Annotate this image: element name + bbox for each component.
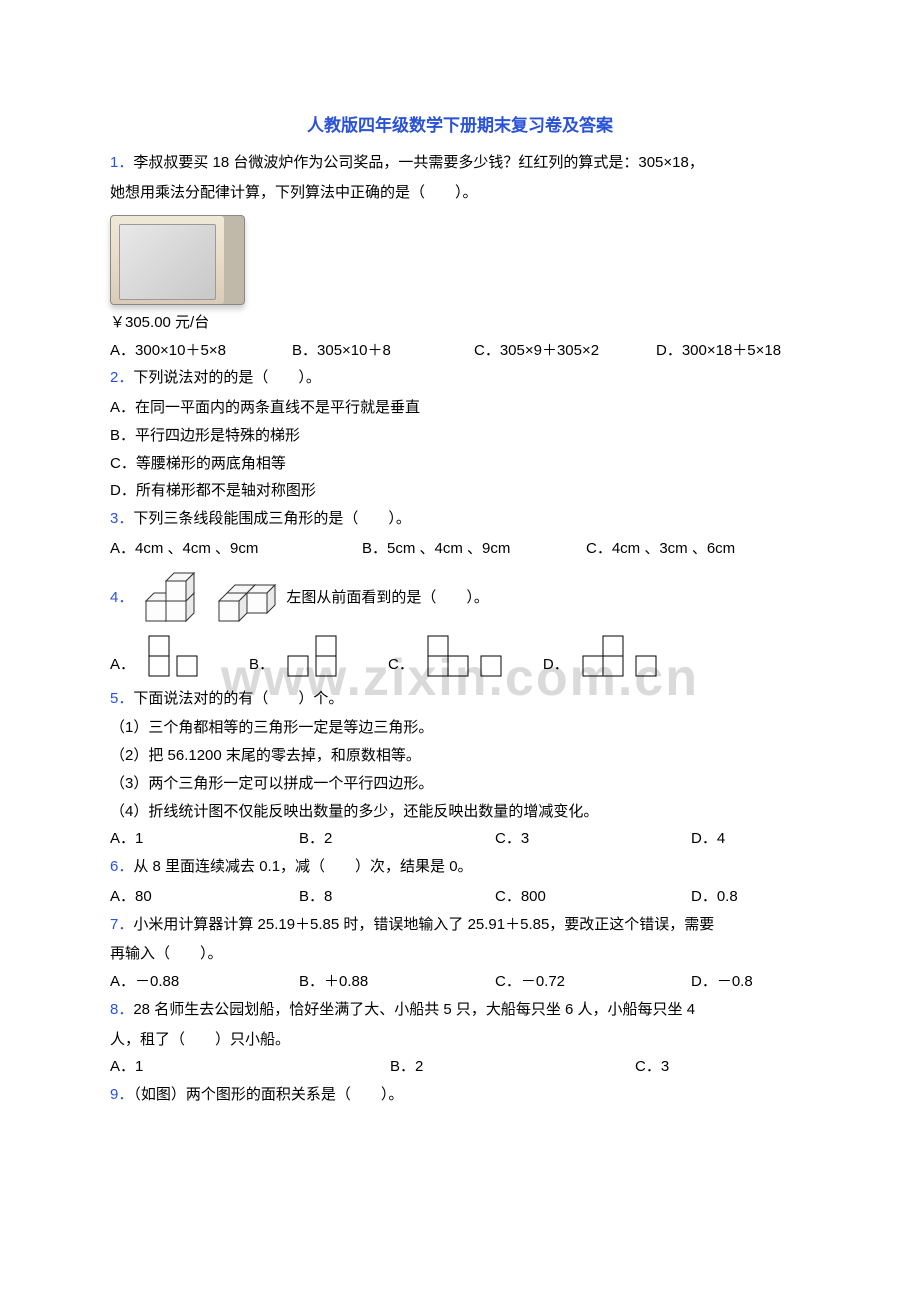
q4-shape-b (286, 634, 346, 679)
q2-choice-a: A．在同一平面内的两条直线不是平行就是垂直 (110, 394, 810, 422)
q2-text: 下列说法对的的是（ ）。 (133, 369, 321, 386)
question-3: 3．下列三条线段能围成三角形的是（ ）。 (110, 505, 810, 533)
q3-choice-a: A．4cm 、4cm 、9cm (110, 535, 362, 563)
q8-choice-a: A．1 (110, 1053, 390, 1081)
q7-choice-a: A．－0.88 (110, 968, 299, 996)
q9-num: 9． (110, 1086, 133, 1103)
q5-s1: （1）三个角都相等的三角形一定是等边三角形。 (110, 714, 810, 742)
q3-choice-b: B．5cm 、4cm 、9cm (362, 535, 586, 563)
q5-s4: （4）折线统计图不仅能反映出数量的多少，还能反映出数量的增减变化。 (110, 798, 810, 826)
q5-choice-d: D．4 (691, 825, 810, 853)
page-content: 人教版四年级数学下册期末复习卷及答案 1．李叔叔要买 18 台微波炉作为公司奖品… (110, 110, 810, 1109)
q7-choice-c: C．－0.72 (495, 968, 691, 996)
q5-text: 下面说法对的的有（ ）个。 (133, 690, 343, 707)
q8-text: 28 名师生去公园划船，恰好坐满了大、小船共 5 只，大船每只坐 6 人，小船每… (133, 1001, 695, 1018)
question-5: 5．下面说法对的的有（ ）个。 (110, 685, 810, 713)
q3-choice-c: C．4cm 、3cm 、6cm (586, 535, 810, 563)
q7-text: 小米用计算器计算 25.19＋5.85 时，错误地输入了 25.91＋5.85，… (133, 916, 714, 933)
q8-text2: 人，租了（ ）只小船。 (110, 1026, 810, 1054)
q4-num: 4． (110, 584, 133, 612)
q5-choice-b: B．2 (299, 825, 495, 853)
q6-choices: A．80 B．8 C．800 D．0.8 (110, 883, 810, 911)
page-title: 人教版四年级数学下册期末复习卷及答案 (110, 110, 810, 141)
q3-text: 下列三条线段能围成三角形的是（ ）。 (133, 510, 411, 527)
q7-choice-d: D．－0.8 (691, 968, 810, 996)
cubes-icon (141, 571, 286, 626)
q1-choices: A．300×10＋5×8 B．305×10＋8 C．305×9＋305×2 D．… (110, 337, 810, 365)
question-2: 2．下列说法对的的是（ ）。 (110, 364, 810, 392)
question-6: 6．从 8 里面连续减去 0.1，减（ ）次，结果是 0。 (110, 853, 810, 881)
question-4: 4． 左图 (110, 571, 810, 626)
q8-choice-c: C．3 (635, 1053, 810, 1081)
q1-choice-a: A．300×10＋5×8 (110, 337, 292, 365)
q5-choice-c: C．3 (495, 825, 691, 853)
q4-choice-c-label: C． (388, 651, 414, 679)
q6-choice-b: B．8 (299, 883, 495, 911)
q2-num: 2． (110, 369, 133, 386)
question-1: 1．李叔叔要买 18 台微波炉作为公司奖品，一共需要多少钱？红红列的算式是：30… (110, 149, 810, 177)
q7-choice-b: B．＋0.88 (299, 968, 495, 996)
q4-shape-d (581, 634, 666, 679)
q6-text: 从 8 里面连续减去 0.1，减（ ）次，结果是 0。 (133, 858, 472, 875)
q1-text2: 她想用乘法分配律计算，下列算法中正确的是（ ）。 (110, 179, 810, 207)
q5-choice-a: A．1 (110, 825, 299, 853)
question-9: 9．（如图）两个图形的面积关系是（ ）。 (110, 1081, 810, 1109)
q9-text: （如图）两个图形的面积关系是（ ）。 (133, 1086, 403, 1103)
q2-choice-d: D．所有梯形都不是轴对称图形 (110, 477, 810, 505)
q1-choice-b: B．305×10＋8 (292, 337, 474, 365)
q7-choices: A．－0.88 B．＋0.88 C．－0.72 D．－0.8 (110, 968, 810, 996)
question-8: 8．28 名师生去公园划船，恰好坐满了大、小船共 5 只，大船每只坐 6 人，小… (110, 996, 810, 1024)
q5-choices: A．1 B．2 C．3 D．4 (110, 825, 810, 853)
q4-choice-b-label: B． (249, 651, 274, 679)
q8-choice-b: B．2 (390, 1053, 635, 1081)
q1-text: 李叔叔要买 18 台微波炉作为公司奖品，一共需要多少钱？红红列的算式是：305×… (133, 154, 704, 171)
q3-num: 3． (110, 510, 133, 527)
q1-choice-c: C．305×9＋305×2 (474, 337, 656, 365)
q7-text2: 再输入（ ）。 (110, 940, 810, 968)
q4-choice-d-label: D． (543, 651, 569, 679)
q3-choices: A．4cm 、4cm 、9cm B．5cm 、4cm 、9cm C．4cm 、3… (110, 535, 810, 563)
q2-choice-c: C．等腰梯形的两底角相等 (110, 450, 810, 478)
q6-choice-c: C．800 (495, 883, 691, 911)
q8-choices: A．1 B．2 C．3 (110, 1053, 810, 1081)
microwave-image (110, 215, 245, 305)
q4-shape-c (426, 634, 511, 679)
q6-choice-a: A．80 (110, 883, 299, 911)
q7-num: 7． (110, 916, 133, 933)
q4-shape-a (147, 634, 207, 679)
q2-choice-b: B．平行四边形是特殊的梯形 (110, 422, 810, 450)
q4-choice-a-label: A． (110, 651, 135, 679)
q6-choice-d: D．0.8 (691, 883, 810, 911)
q1-choice-d: D．300×18＋5×18 (656, 337, 810, 365)
q4-text: 左图从前面看到的是（ ）。 (286, 584, 489, 612)
q1-price: ￥305.00 元/台 (110, 309, 810, 337)
q8-num: 8． (110, 1001, 133, 1018)
q5-num: 5． (110, 690, 133, 707)
q1-num: 1． (110, 154, 133, 171)
question-7: 7．小米用计算器计算 25.19＋5.85 时，错误地输入了 25.91＋5.8… (110, 911, 810, 939)
q5-s2: （2）把 56.1200 末尾的零去掉，和原数相等。 (110, 742, 810, 770)
q4-choices: A． B． C． D． (110, 634, 810, 679)
q6-num: 6． (110, 858, 133, 875)
q5-s3: （3）两个三角形一定可以拼成一个平行四边形。 (110, 770, 810, 798)
